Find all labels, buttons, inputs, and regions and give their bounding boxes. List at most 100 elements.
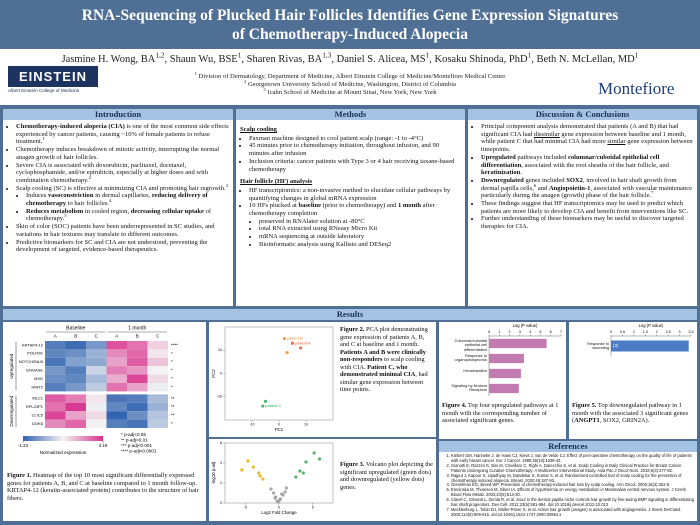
column-label: A: [115, 334, 118, 339]
row-label: RPL23P1: [26, 404, 44, 409]
x-axis-label: Log (P value): [639, 323, 664, 328]
x-tick-label: 10: [304, 422, 308, 426]
heatmap-cell: [147, 349, 168, 358]
text: Georgetown University School of Medicine…: [246, 81, 456, 88]
heatmap-cell: [127, 341, 148, 350]
text: Angiopoietin-1: [548, 184, 591, 192]
significance-stars: **: [171, 413, 175, 418]
text: Scalp cooling (SC) is effective at minim…: [16, 184, 226, 192]
heatmap-cell: [45, 341, 66, 350]
text: to scalp cooling with CIA.: [340, 356, 425, 371]
point: [273, 496, 277, 500]
text: preserved in RNAlater solution at -80°C: [259, 217, 365, 225]
einstein-logo: EINSTEIN Albert Einstein College of Medi…: [8, 66, 98, 98]
text: in dermal capillaries,: [93, 192, 152, 200]
significance-stars: *: [171, 384, 173, 389]
heatmap-cell: [45, 357, 66, 367]
heatmap-cell: [45, 411, 66, 420]
text: reducing delivery of chemotherapy: [26, 192, 208, 208]
heatmap-cell: [45, 383, 66, 392]
text: in cooled region,: [83, 207, 131, 215]
heatmap-cell: [45, 419, 66, 428]
heatmap-cell: [45, 402, 66, 412]
bullet: Inclusion criteria: cancer patients with…: [249, 158, 461, 173]
point-label: patient A: [295, 340, 311, 345]
text: gene expression between baseline and 1 m…: [481, 130, 686, 146]
row-group-label: Downregulated: [9, 395, 14, 426]
x-axis-label: Log2 Fold Change: [261, 510, 297, 515]
significance-stars: **: [171, 404, 175, 409]
section-heading: Discussion & Conclusions: [468, 109, 697, 120]
point: [261, 404, 265, 408]
superscript: 6: [533, 182, 537, 188]
text: after chemotherapy completion: [249, 202, 435, 218]
affiliation: 1 Division of Dermatology, Department of…: [0, 71, 700, 81]
text: gene expression between timepoints.: [481, 138, 693, 154]
heatmap-cell: [147, 383, 168, 392]
heatmap-cell: [127, 349, 148, 358]
introduction: Chemotherapy-induced alopecia (CIA) is o…: [3, 120, 233, 306]
heatmap-cell: [127, 402, 148, 412]
heatmap-cell: [45, 366, 66, 375]
text: Downregulated: [481, 176, 524, 184]
point: [304, 460, 308, 464]
volcano-plot: -5 0 5 0 2 4 6 Log2 Fold Change -log10 p-adj: [211, 441, 334, 515]
significance-stars: *: [171, 351, 173, 356]
figure-4: Figure 4. Top four upregulated pathways …: [439, 322, 566, 439]
bullet: Further understanding of these biomarker…: [481, 215, 693, 230]
point: [240, 468, 244, 472]
heatmap-cell: [106, 374, 127, 383]
text: Paxman machine designed to cool patient …: [249, 134, 424, 142]
text: .: [520, 169, 522, 177]
text: PCA plot demonstrating gene expression o…: [340, 326, 428, 348]
reference: Mecklenburg L, Tobin DJ, Müller-Röver S,…: [451, 507, 695, 518]
text: These findings suggest that HF transcrip…: [481, 200, 689, 215]
text: Principal component analysis demonstrate…: [481, 123, 679, 138]
heatmap-cell: [106, 341, 127, 350]
heatmap-cell: [127, 411, 148, 420]
significance-stars: **: [171, 396, 175, 401]
heatmap-cell: [65, 394, 86, 403]
heatmap-cell: [106, 349, 127, 358]
column-label: B: [136, 334, 139, 339]
heatmap-cell: [127, 383, 148, 392]
heatmap-cell: [127, 374, 148, 383]
subheading: Hair follicle (HF) analysis: [240, 178, 313, 186]
subheading: Scalp cooling: [240, 126, 277, 133]
section-heading: Results: [3, 309, 697, 320]
text: 10 HFs plucked at: [249, 202, 299, 210]
bullet: Principal component analysis demonstrate…: [481, 123, 693, 154]
x-tick-label: 6: [550, 330, 552, 334]
text: decreasing cellular uptake: [130, 207, 204, 215]
superscript: 2: [244, 78, 247, 84]
x-tick-label: 0.5: [620, 330, 625, 334]
column-label: A: [54, 334, 57, 339]
text: , Sharen Rivas, BA: [241, 54, 323, 65]
x-axis-label: Log (P value): [513, 323, 538, 328]
bar-chart: Log (P value) 0 1 2 3 4 5 6 7: [488, 323, 562, 396]
category-label: Keratinization: [463, 368, 487, 373]
heatmap-cell: [147, 419, 168, 428]
reference: Rajput J, Kapoor S, Upadhyay M, Dandekar…: [451, 473, 695, 484]
bullet: 10 HFs plucked at baseline (prior to che…: [249, 202, 461, 217]
heatmap-cell: [86, 366, 107, 375]
heatmap-cell: [106, 357, 127, 367]
x-tick-label: 2.5: [666, 330, 671, 334]
colorbar-label: Normalized expression: [40, 450, 87, 455]
superscript: 5: [64, 213, 67, 219]
point-label: patient B: [287, 336, 303, 341]
superscript: 1,2: [155, 50, 165, 60]
text: genes included: [523, 176, 567, 184]
text: Jasmine H. Wong, BA: [61, 54, 156, 65]
heatmap-cell: [65, 411, 86, 420]
x-tick-label: 7: [560, 330, 562, 334]
text: Division of Dermatology, Department of M…: [196, 73, 506, 80]
row-label: POLR2K: [27, 351, 43, 356]
bullet: Reduces metabolism in cooled region, dec…: [26, 208, 229, 223]
point: [263, 399, 268, 403]
methods: Scalp cooling Paxman machine designed to…: [236, 120, 465, 306]
heatmap-cell: [45, 374, 66, 383]
heatmap-cell: [86, 402, 107, 412]
